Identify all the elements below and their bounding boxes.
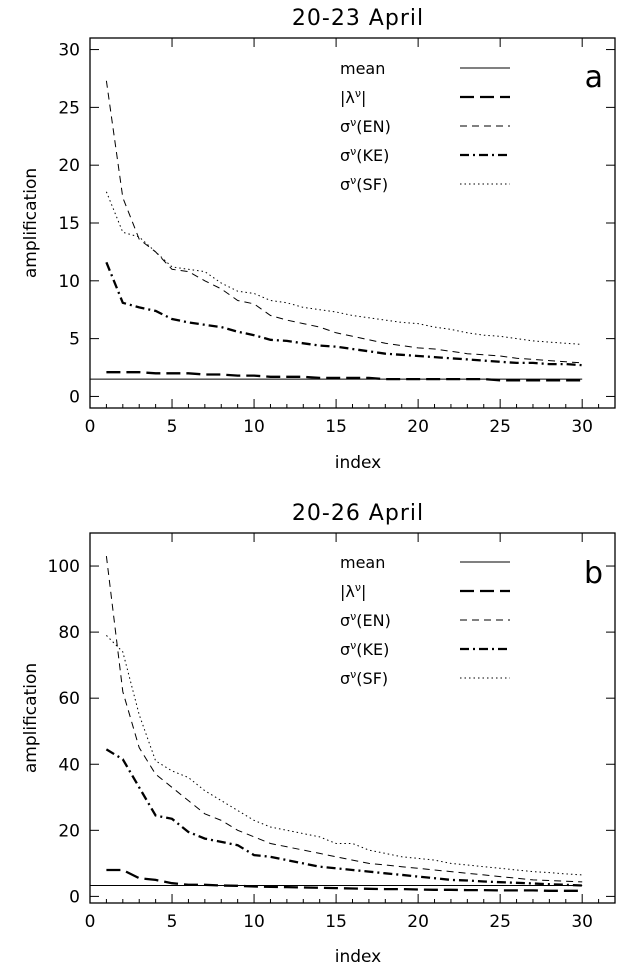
panel-a-x-tick-label-4: 20	[407, 417, 429, 437]
panel-a-y-tick-label-1: 5	[69, 330, 80, 350]
panel-b-x-tick-label-2: 10	[243, 912, 265, 932]
panel-b-x-tick-label-6: 30	[571, 912, 593, 932]
panel-b-legend: mean |λν| σν(EN) σν(KE) σν(SF)	[340, 553, 510, 688]
panel-b-x-tick-label-3: 15	[325, 912, 347, 932]
panel-a-x-tick-label-5: 25	[489, 417, 511, 437]
panel-b-x-ticks: 0 5 10 15 20 25 30	[85, 533, 616, 932]
panel-b-x-tick-label-1: 5	[167, 912, 178, 932]
panel-b-y-ticks: 0 20 40 60 80 100	[48, 557, 615, 907]
panel-b-x-tick-label-0: 0	[85, 912, 96, 932]
panel-a-y-ticks: 0 5 10 15 20 25 30	[58, 41, 615, 407]
panel-b-x-tick-label-4: 20	[407, 912, 429, 932]
panel-a-x-tick-label-2: 10	[243, 417, 265, 437]
panel-b-legend-label-2: σν(EN)	[340, 610, 391, 630]
panel-a-y-tick-label-2: 10	[58, 272, 80, 292]
panel-b-x-axis-label: index	[335, 947, 382, 967]
panel-a-legend-label-1: |λν|	[340, 87, 366, 107]
panel-a-y-tick-label-4: 20	[58, 156, 80, 176]
panel-b-y-tick-label-1: 20	[58, 821, 80, 841]
panel-b-title: 20-26 April	[292, 501, 424, 526]
panel-b-letter: b	[584, 556, 603, 591]
panel-b-series-dash-line	[105, 556, 583, 883]
panel-b-legend-label-4: σν(SF)	[340, 668, 388, 688]
panel-b-series-dashdot-line	[105, 748, 583, 887]
panel-b-y-axis-label: amplification	[21, 663, 41, 773]
panel-b-y-tick-label-5: 100	[48, 557, 80, 577]
panel-b-y-tick-label-0: 0	[69, 887, 80, 907]
panel-b-y-tick-label-4: 80	[58, 623, 80, 643]
panel-a-title: 20-23 April	[292, 6, 424, 31]
panel-b-series-longdash-line	[106, 868, 583, 892]
panel-a: 20-23 April a index amplification 0 5 10 15…	[21, 6, 616, 473]
panel-a-y-axis-label: amplification	[21, 168, 41, 278]
panel-a-x-axis-label: index	[335, 453, 382, 473]
panel-b-legend-label-1: |λν|	[340, 581, 366, 601]
panel-b-x-tick-label-5: 25	[489, 912, 511, 932]
panel-b-legend-label-0: mean	[340, 553, 385, 572]
panel-a-y-tick-label-3: 15	[58, 214, 80, 234]
panel-a-x-ticks: 0 5 10 15 20 25 30	[85, 38, 616, 437]
panel-b: 20-26 April b index amplification 0 5 10 15…	[21, 501, 616, 967]
panel-a-x-tick-label-1: 5	[167, 417, 178, 437]
panel-a-series	[90, 80, 583, 382]
panel-a-y-tick-label-5: 25	[58, 98, 80, 118]
panel-b-y-tick-label-3: 60	[58, 689, 80, 709]
panel-b-series-dotted-line	[106, 635, 583, 876]
panel-b-series	[90, 556, 583, 892]
panel-a-legend-label-4: σν(SF)	[340, 174, 388, 194]
panel-a-x-tick-label-0: 0	[85, 417, 96, 437]
panel-a-x-tick-label-3: 15	[325, 417, 347, 437]
panel-b-legend-label-3: σν(KE)	[340, 639, 389, 659]
panel-a-y-tick-label-0: 0	[69, 387, 80, 407]
panel-a-series-dotted-line	[105, 191, 583, 345]
panel-a-legend-label-0: mean	[340, 59, 385, 78]
panel-a-x-tick-label-6: 30	[571, 417, 593, 437]
panel-a-legend-label-3: σν(KE)	[340, 145, 389, 165]
panel-a-series-dash-line	[105, 80, 583, 364]
panel-a-y-tick-label-6: 30	[58, 41, 80, 61]
panel-a-letter: a	[585, 60, 603, 95]
panel-a-legend: mean |λν| σν(EN) σν(KE) σν(SF)	[340, 59, 510, 194]
panel-a-series-dashdot-line	[105, 261, 583, 367]
panel-a-legend-label-2: σν(EN)	[340, 116, 391, 136]
panel-b-y-tick-label-2: 40	[58, 755, 80, 775]
